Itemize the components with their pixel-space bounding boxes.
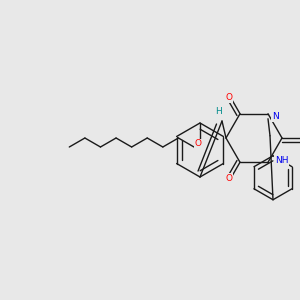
Text: NH: NH xyxy=(275,156,289,165)
Text: O: O xyxy=(226,93,232,102)
Text: N: N xyxy=(272,112,279,121)
Text: O: O xyxy=(194,140,202,148)
Text: H: H xyxy=(216,107,222,116)
Text: O: O xyxy=(226,174,232,183)
